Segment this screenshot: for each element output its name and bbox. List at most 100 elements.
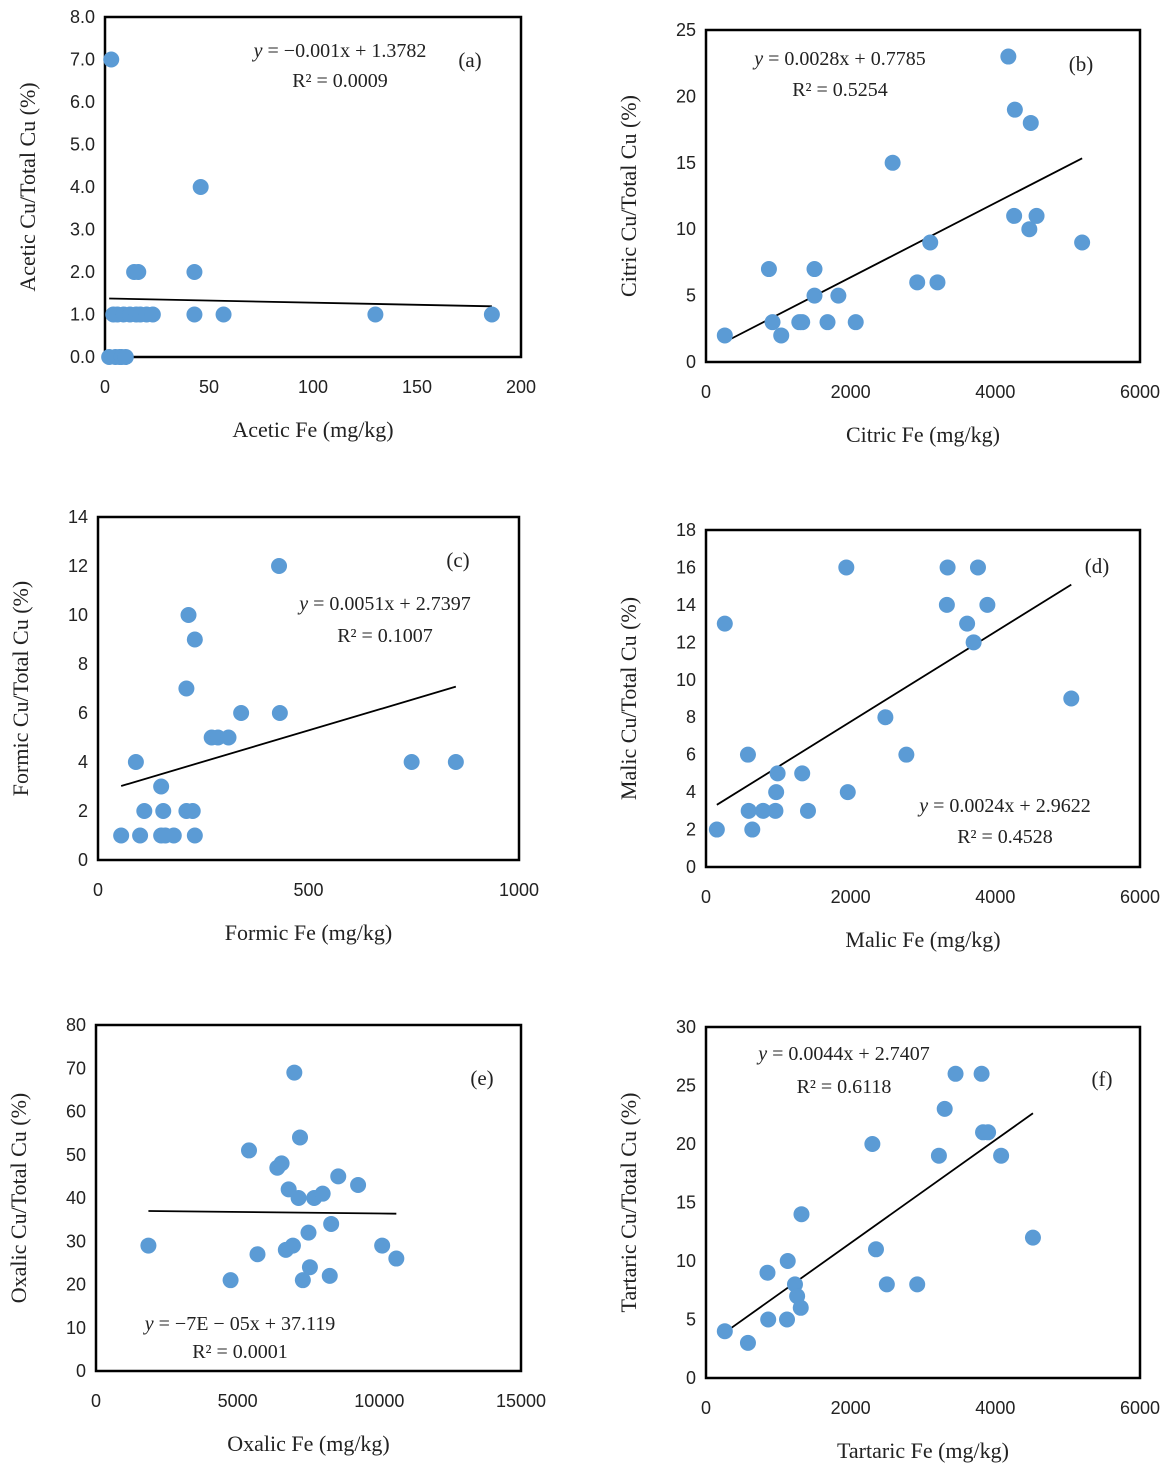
- data-point: [979, 596, 996, 613]
- panel-label: (f): [1092, 1067, 1113, 1091]
- equation-rhs: = −0.001x + 1.3782: [263, 40, 427, 62]
- data-point: [806, 261, 823, 278]
- y-tick-label: 10: [676, 670, 696, 690]
- data-point: [755, 802, 772, 819]
- data-point: [330, 1168, 347, 1185]
- data-point: [773, 327, 790, 344]
- data-point: [241, 1142, 257, 1159]
- panel-label: (a): [458, 48, 481, 72]
- y-tick-label: 30: [676, 1017, 696, 1037]
- data-point: [993, 1147, 1010, 1164]
- data-point: [973, 1065, 990, 1082]
- data-point: [323, 1215, 340, 1232]
- y-tick-label: 8: [686, 707, 696, 727]
- data-point: [760, 1311, 777, 1328]
- data-point: [1028, 207, 1045, 224]
- data-point: [374, 1237, 391, 1254]
- x-tick-label: 1000: [499, 880, 539, 900]
- y-tick-label: 14: [676, 595, 696, 615]
- trendline-equation: y = 0.0024x + 2.9622: [917, 795, 1090, 817]
- data-point: [794, 314, 811, 331]
- data-point: [959, 615, 976, 632]
- x-tick-label: 2000: [831, 887, 871, 907]
- data-point: [186, 827, 203, 844]
- x-axis-title: Malic Fe (mg/kg): [845, 927, 1000, 952]
- data-point: [186, 264, 203, 280]
- y-tick-label: 30: [66, 1231, 86, 1251]
- panel-label: (d): [1085, 554, 1110, 578]
- x-tick-label: 50: [199, 377, 219, 397]
- plot-frame-e: [94, 1023, 523, 1373]
- data-point: [388, 1250, 405, 1267]
- data-point: [969, 559, 986, 576]
- data-point: [1074, 234, 1091, 251]
- x-axis-title: Oxalic Fe (mg/kg): [227, 1431, 390, 1456]
- data-point: [1000, 48, 1017, 65]
- plot-frame-a: [103, 15, 523, 359]
- data-point: [403, 754, 420, 770]
- data-point: [839, 784, 856, 801]
- x-axis-title: Citric Fe (mg/kg): [846, 422, 1000, 447]
- x-tick-label: 4000: [975, 887, 1015, 907]
- data-point: [878, 1276, 895, 1293]
- x-tick-label: 200: [506, 377, 536, 397]
- equation-y-var: y: [752, 48, 763, 70]
- equation-y-var: y: [143, 1313, 154, 1335]
- data-point: [884, 154, 901, 171]
- data-point: [938, 596, 955, 613]
- data-point: [980, 1124, 997, 1141]
- data-point: [1024, 1229, 1041, 1246]
- data-point: [739, 746, 756, 763]
- x-axis-title: Formic Fe (mg/kg): [225, 920, 392, 945]
- data-point: [180, 607, 197, 623]
- data-point: [740, 802, 757, 819]
- x-axis-title: Tartaric Fe (mg/kg): [837, 1438, 1009, 1463]
- data-point: [929, 274, 946, 291]
- data-point: [271, 705, 288, 721]
- equation-rhs: = 0.0024x + 2.9622: [928, 795, 1091, 817]
- y-tick-label: 6.0: [70, 92, 95, 112]
- r-squared: R² = 0.6118: [797, 1076, 892, 1098]
- y-tick-label: 25: [676, 20, 696, 40]
- y-axis-title: Acetic Cu/Total Cu (%): [15, 82, 40, 291]
- x-tick-label: 4000: [975, 1398, 1015, 1418]
- r-squared: R² = 0.5254: [792, 79, 888, 101]
- y-axis-title: Oxalic Cu/Total Cu (%): [6, 1093, 31, 1303]
- data-point: [930, 1147, 947, 1164]
- y-axis-title: Malic Cu/Total Cu (%): [616, 597, 641, 800]
- data-point: [367, 306, 384, 323]
- trendline-equation: y = 0.0044x + 2.7407: [756, 1043, 929, 1065]
- y-tick-label: 5: [686, 286, 696, 306]
- data-point: [1063, 690, 1080, 707]
- panel-d: 0 2 4 6 8 10 12 14 16 18 0 2000 4000 6000 Malic Fe (mg…: [616, 520, 1160, 952]
- y-tick-label: 18: [676, 520, 696, 540]
- y-tick-label: 70: [66, 1058, 86, 1078]
- data-point: [909, 274, 926, 291]
- data-point: [314, 1185, 331, 1202]
- y-tick-label: 3.0: [70, 220, 95, 240]
- panel-label: (b): [1069, 52, 1094, 76]
- r-squared: R² = 0.4528: [957, 826, 1053, 848]
- data-point: [130, 264, 147, 280]
- y-tick-label: 2: [686, 820, 696, 840]
- trendline-equation: y = 0.0028x + 0.7785: [752, 48, 925, 70]
- data-point: [233, 705, 250, 721]
- data-point: [877, 709, 894, 726]
- data-point: [936, 1100, 953, 1117]
- equation-y-var: y: [917, 795, 928, 817]
- data-point: [153, 778, 170, 795]
- data-point: [178, 680, 195, 697]
- equation-rhs: = −7E − 05x + 37.119: [154, 1313, 336, 1335]
- equation-y-var: y: [756, 1043, 767, 1065]
- trendline-equation: y = −7E − 05x + 37.119: [143, 1313, 335, 1335]
- data-point: [136, 803, 153, 819]
- data-point: [744, 821, 761, 838]
- data-point: [768, 784, 785, 801]
- x-tick-label: 100: [298, 377, 328, 397]
- panel-label: (c): [446, 548, 469, 572]
- data-point: [186, 631, 203, 648]
- data-point: [186, 306, 203, 323]
- data-point: [155, 803, 172, 819]
- trendline-b: [724, 157, 1083, 343]
- x-tick-label: 0: [91, 1391, 101, 1411]
